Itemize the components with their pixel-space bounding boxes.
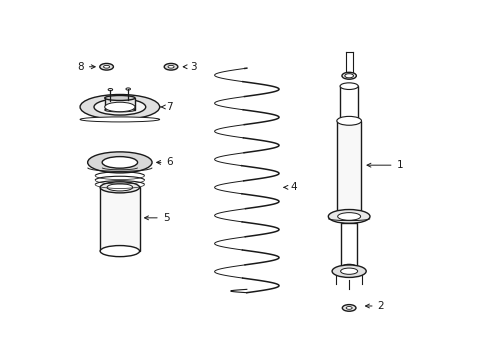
Ellipse shape	[87, 152, 152, 173]
Text: 1: 1	[366, 160, 402, 170]
Ellipse shape	[104, 108, 135, 112]
Text: 2: 2	[365, 301, 384, 311]
Ellipse shape	[339, 83, 358, 90]
Bar	[336, 121, 361, 215]
Text: 4: 4	[284, 183, 296, 192]
Text: 6: 6	[156, 157, 173, 167]
Ellipse shape	[94, 99, 145, 115]
Ellipse shape	[336, 211, 361, 220]
Ellipse shape	[108, 89, 112, 91]
Ellipse shape	[100, 63, 113, 70]
Bar	[100, 187, 139, 251]
Ellipse shape	[344, 74, 353, 78]
Ellipse shape	[164, 63, 178, 70]
Ellipse shape	[341, 72, 356, 79]
Text: 5: 5	[144, 213, 169, 223]
Bar	[104, 98, 135, 110]
Ellipse shape	[100, 182, 139, 193]
Ellipse shape	[337, 213, 360, 220]
Ellipse shape	[340, 268, 357, 274]
Ellipse shape	[103, 66, 109, 68]
Ellipse shape	[104, 102, 135, 112]
Ellipse shape	[80, 94, 159, 120]
Ellipse shape	[102, 157, 137, 168]
Ellipse shape	[80, 117, 159, 122]
Ellipse shape	[336, 116, 361, 125]
Text: 3: 3	[183, 62, 196, 72]
Ellipse shape	[346, 306, 351, 309]
Ellipse shape	[126, 88, 130, 90]
Ellipse shape	[341, 264, 356, 271]
Text: 7: 7	[161, 102, 173, 112]
Ellipse shape	[331, 265, 366, 278]
Bar	[339, 86, 358, 121]
Ellipse shape	[107, 184, 132, 191]
Ellipse shape	[100, 246, 139, 257]
Bar	[341, 223, 356, 268]
Ellipse shape	[342, 305, 355, 311]
Ellipse shape	[168, 66, 174, 68]
Ellipse shape	[327, 210, 369, 223]
Text: 8: 8	[77, 62, 95, 72]
Ellipse shape	[104, 95, 135, 100]
